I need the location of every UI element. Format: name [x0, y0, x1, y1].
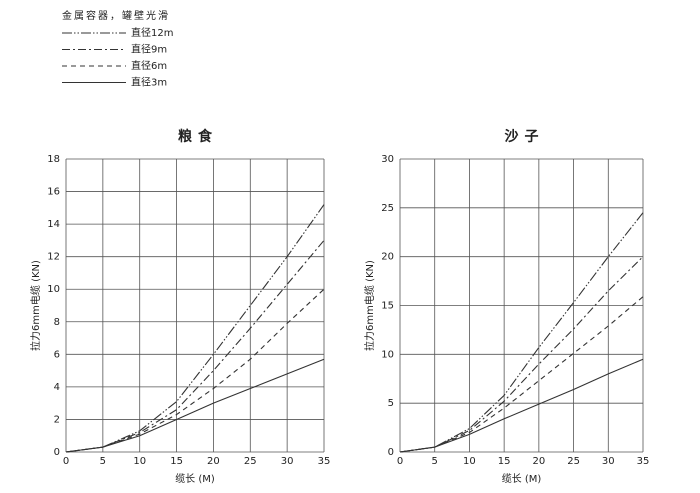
x-tick-label: 15: [170, 456, 183, 467]
legend-label: 直径6m: [131, 59, 167, 72]
series-line: [399, 212, 644, 453]
x-tick-label: 5: [432, 456, 438, 467]
legend-label: 直径12m: [131, 26, 173, 39]
y-tick-label: 20: [381, 252, 394, 263]
x-tick-label: 20: [207, 456, 220, 467]
y-tick-label: 10: [381, 349, 394, 360]
x-tick-label: 0: [397, 456, 403, 467]
x-tick-label: 25: [567, 456, 580, 467]
x-tick-label: 35: [637, 456, 650, 467]
y-tick-label: 10: [47, 284, 60, 295]
x-tick-label: 0: [63, 456, 69, 467]
x-axis-label: 缆长 (M): [502, 472, 542, 485]
x-tick-label: 10: [133, 456, 146, 467]
series-line: [399, 256, 644, 453]
y-tick-label: 6: [54, 349, 60, 360]
y-tick-label: 2: [54, 414, 60, 425]
y-tick-label: 30: [381, 154, 394, 165]
x-tick-label: 35: [318, 456, 331, 467]
y-tick-label: 15: [381, 301, 394, 312]
y-tick-label: 16: [47, 187, 60, 198]
series-line: [65, 204, 325, 453]
y-tick-label: 25: [381, 203, 394, 214]
x-tick-label: 15: [498, 456, 511, 467]
x-axis-label: 缆长 (M): [175, 472, 215, 485]
series-line: [399, 358, 644, 453]
y-tick-label: 18: [47, 154, 60, 165]
y-tick-label: 0: [388, 447, 394, 458]
series-line: [65, 288, 325, 453]
y-tick-label: 0: [54, 447, 60, 458]
legend-title: 金属容器，罐壁光滑: [62, 9, 170, 22]
chart-title: 粮食: [178, 128, 218, 145]
x-tick-label: 20: [532, 456, 545, 467]
series-line: [65, 358, 325, 453]
y-tick-label: 14: [47, 219, 60, 230]
series-line: [399, 296, 644, 453]
y-tick-label: 4: [54, 382, 60, 393]
y-tick-label: 8: [54, 317, 60, 328]
x-tick-label: 10: [463, 456, 476, 467]
y-tick-label: 12: [47, 252, 60, 263]
y-axis-label: 拉力6mm电缆 (KN): [363, 260, 376, 351]
legend-label: 直径3m: [131, 76, 167, 89]
y-tick-label: 5: [388, 398, 394, 409]
x-tick-label: 25: [244, 456, 257, 467]
x-tick-label: 5: [100, 456, 106, 467]
y-axis-label: 拉力6mm电缆 (KN): [29, 260, 42, 351]
x-tick-label: 30: [281, 456, 294, 467]
chart-title: 沙子: [505, 129, 545, 145]
legend-label: 直径9m: [131, 43, 167, 56]
series-line: [65, 240, 325, 453]
x-tick-label: 30: [602, 456, 615, 467]
